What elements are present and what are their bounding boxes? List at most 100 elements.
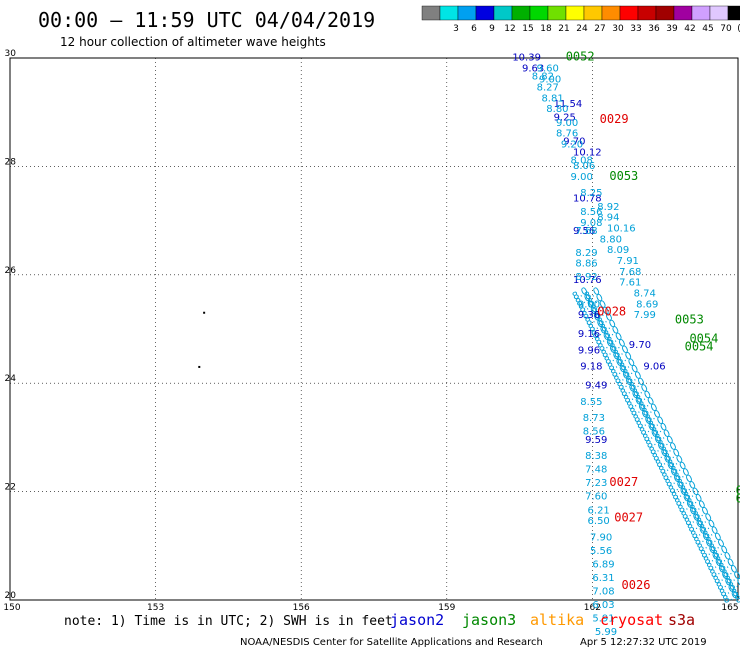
swh-value-label: 9.60: [537, 64, 559, 75]
pass-time-label: 0028: [597, 304, 626, 318]
swh-value-label: 5.99: [595, 627, 617, 638]
grid-lines: [9, 57, 739, 601]
swh-value-label: 5.91: [592, 614, 614, 625]
swh-value-label: 9.59: [585, 435, 607, 446]
legend-label: (ft): [737, 24, 740, 34]
swh-value-label: 9.70: [563, 137, 585, 148]
swh-value-label: 9.56: [573, 226, 595, 237]
band-swh-label: 8.0: [724, 570, 740, 587]
swh-value-label: 10.76: [573, 275, 602, 286]
swh-value-label: 7.61: [619, 278, 641, 289]
legend-label: 24: [576, 24, 588, 34]
swh-value-label: 9.36: [578, 310, 600, 321]
legend-swatch: [601, 5, 621, 21]
y-tick-label: 28: [5, 157, 17, 167]
pass-time-label: 0026: [622, 578, 651, 592]
swh-value-label: 7.68: [575, 226, 597, 237]
y-tick-label: 30: [5, 49, 17, 59]
legend-swatch: [475, 5, 495, 21]
swh-value-label: 8.56: [583, 427, 605, 438]
swh-value-label: 8.69: [636, 299, 658, 310]
swh-value-label: 9.20: [561, 139, 583, 150]
legend-swatch: [439, 5, 459, 21]
pass-time-label: 0052: [566, 50, 595, 64]
chart-subtitle: 12 hour collection of altimeter wave hei…: [60, 35, 326, 49]
swh-value-label: 10.39: [512, 53, 541, 64]
legend-label: 3: [453, 24, 459, 34]
y-tick-label: 20: [5, 591, 17, 601]
x-tick-label: 159: [438, 603, 455, 613]
swh-value-label: 7.99: [634, 310, 656, 321]
legend-label: 9: [489, 24, 495, 34]
swh-value-label: 8.27: [537, 83, 559, 94]
satellite-label-altika: altika: [530, 611, 584, 629]
legend-label: 39: [666, 24, 678, 34]
legend-label: 33: [630, 24, 641, 34]
swh-value-label: 7.23: [585, 478, 607, 489]
swh-value-label: 8.38: [585, 451, 607, 462]
swh-value-label: 7.90: [590, 532, 612, 543]
legend-label: 42: [684, 24, 695, 34]
swh-value-label: 6.89: [592, 559, 614, 570]
legend-swatch: [673, 5, 693, 21]
legend-swatch: [529, 5, 549, 21]
x-tick-label: 153: [147, 603, 164, 613]
swh-value-label: 8.08: [571, 156, 593, 167]
pass-time-label: 0027: [609, 475, 638, 489]
swh-value-label: 9.06: [643, 362, 665, 373]
swh-value-label: 8.80: [600, 234, 622, 245]
swh-value-label: 10.12: [573, 148, 602, 159]
swh-value-label: 9.00: [539, 74, 561, 85]
satellite-label-jason3: jason3: [462, 611, 516, 629]
chart-title: 00:00 — 11:59 UTC 04/04/2019: [38, 8, 375, 32]
legend-swatch: [619, 5, 639, 21]
legend-swatch: [583, 5, 603, 21]
y-tick-label: 26: [5, 266, 17, 276]
swh-value-label: 8.74: [634, 288, 656, 299]
legend-swatch: [709, 5, 729, 21]
legend-swatch: [547, 5, 567, 21]
legend-label: 36: [648, 24, 660, 34]
swh-value-label: 6.21: [588, 505, 610, 516]
swh-value-label: 9.08: [580, 218, 602, 229]
swh-value-label: 9.16: [578, 329, 600, 340]
pass-time-label: 0054: [689, 332, 718, 346]
satellite-legend: jason2 jason3 altika cryosat s3a: [390, 611, 695, 629]
pass-time-label: 0029: [600, 112, 629, 126]
swh-value-label: 8.55: [580, 397, 602, 408]
swh-value-label: 9.00: [571, 172, 593, 183]
swh-value-label: 7.91: [617, 256, 639, 267]
pass-time-label: 0027: [614, 510, 643, 524]
legend-swatch: [457, 5, 477, 21]
point-marker: [203, 311, 206, 314]
band-swh-label: 8.0: [733, 589, 740, 606]
satellite-label-s3a: s3a: [668, 611, 695, 629]
legend-swatch: [637, 5, 657, 21]
swh-value-label: 9.70: [629, 340, 651, 351]
footer-credit: NOAA/NESDIS Center for Satellite Applica…: [240, 637, 543, 648]
legend-label: 30: [612, 24, 624, 34]
swh-value-label: 11.54: [554, 99, 583, 110]
swh-value-label: 5.56: [590, 546, 612, 557]
swh-value-label: 9.63: [522, 64, 544, 75]
legend-swatch: [691, 5, 711, 21]
legend-swatch: [565, 5, 585, 21]
swh-value-label: 8.94: [597, 213, 619, 224]
swh-value-label: 6.03: [592, 600, 614, 611]
footer-timestamp: Apr 5 12:27:32 UTC 2019: [580, 637, 707, 648]
swh-value-label: 10.78: [573, 194, 602, 205]
swh-value-label: 7.48: [585, 465, 607, 476]
tick-labels: 150 153 156 159 162 165 20 22 24 26 28 30: [3, 49, 738, 613]
x-tick-label: 162: [584, 603, 601, 613]
swh-value-label: 9.00: [578, 299, 600, 310]
band-swh-label: 8.0: [730, 583, 740, 600]
swh-value-label: 9.96: [578, 345, 600, 356]
legend-label: 45: [702, 24, 713, 34]
swh-value-label: 8.56: [580, 207, 602, 218]
swh-value-label: 8.06: [573, 161, 595, 172]
y-tick-label: 22: [5, 483, 16, 493]
swh-value-label: 8.86: [575, 259, 597, 270]
swh-value-label: 6.31: [592, 573, 614, 584]
